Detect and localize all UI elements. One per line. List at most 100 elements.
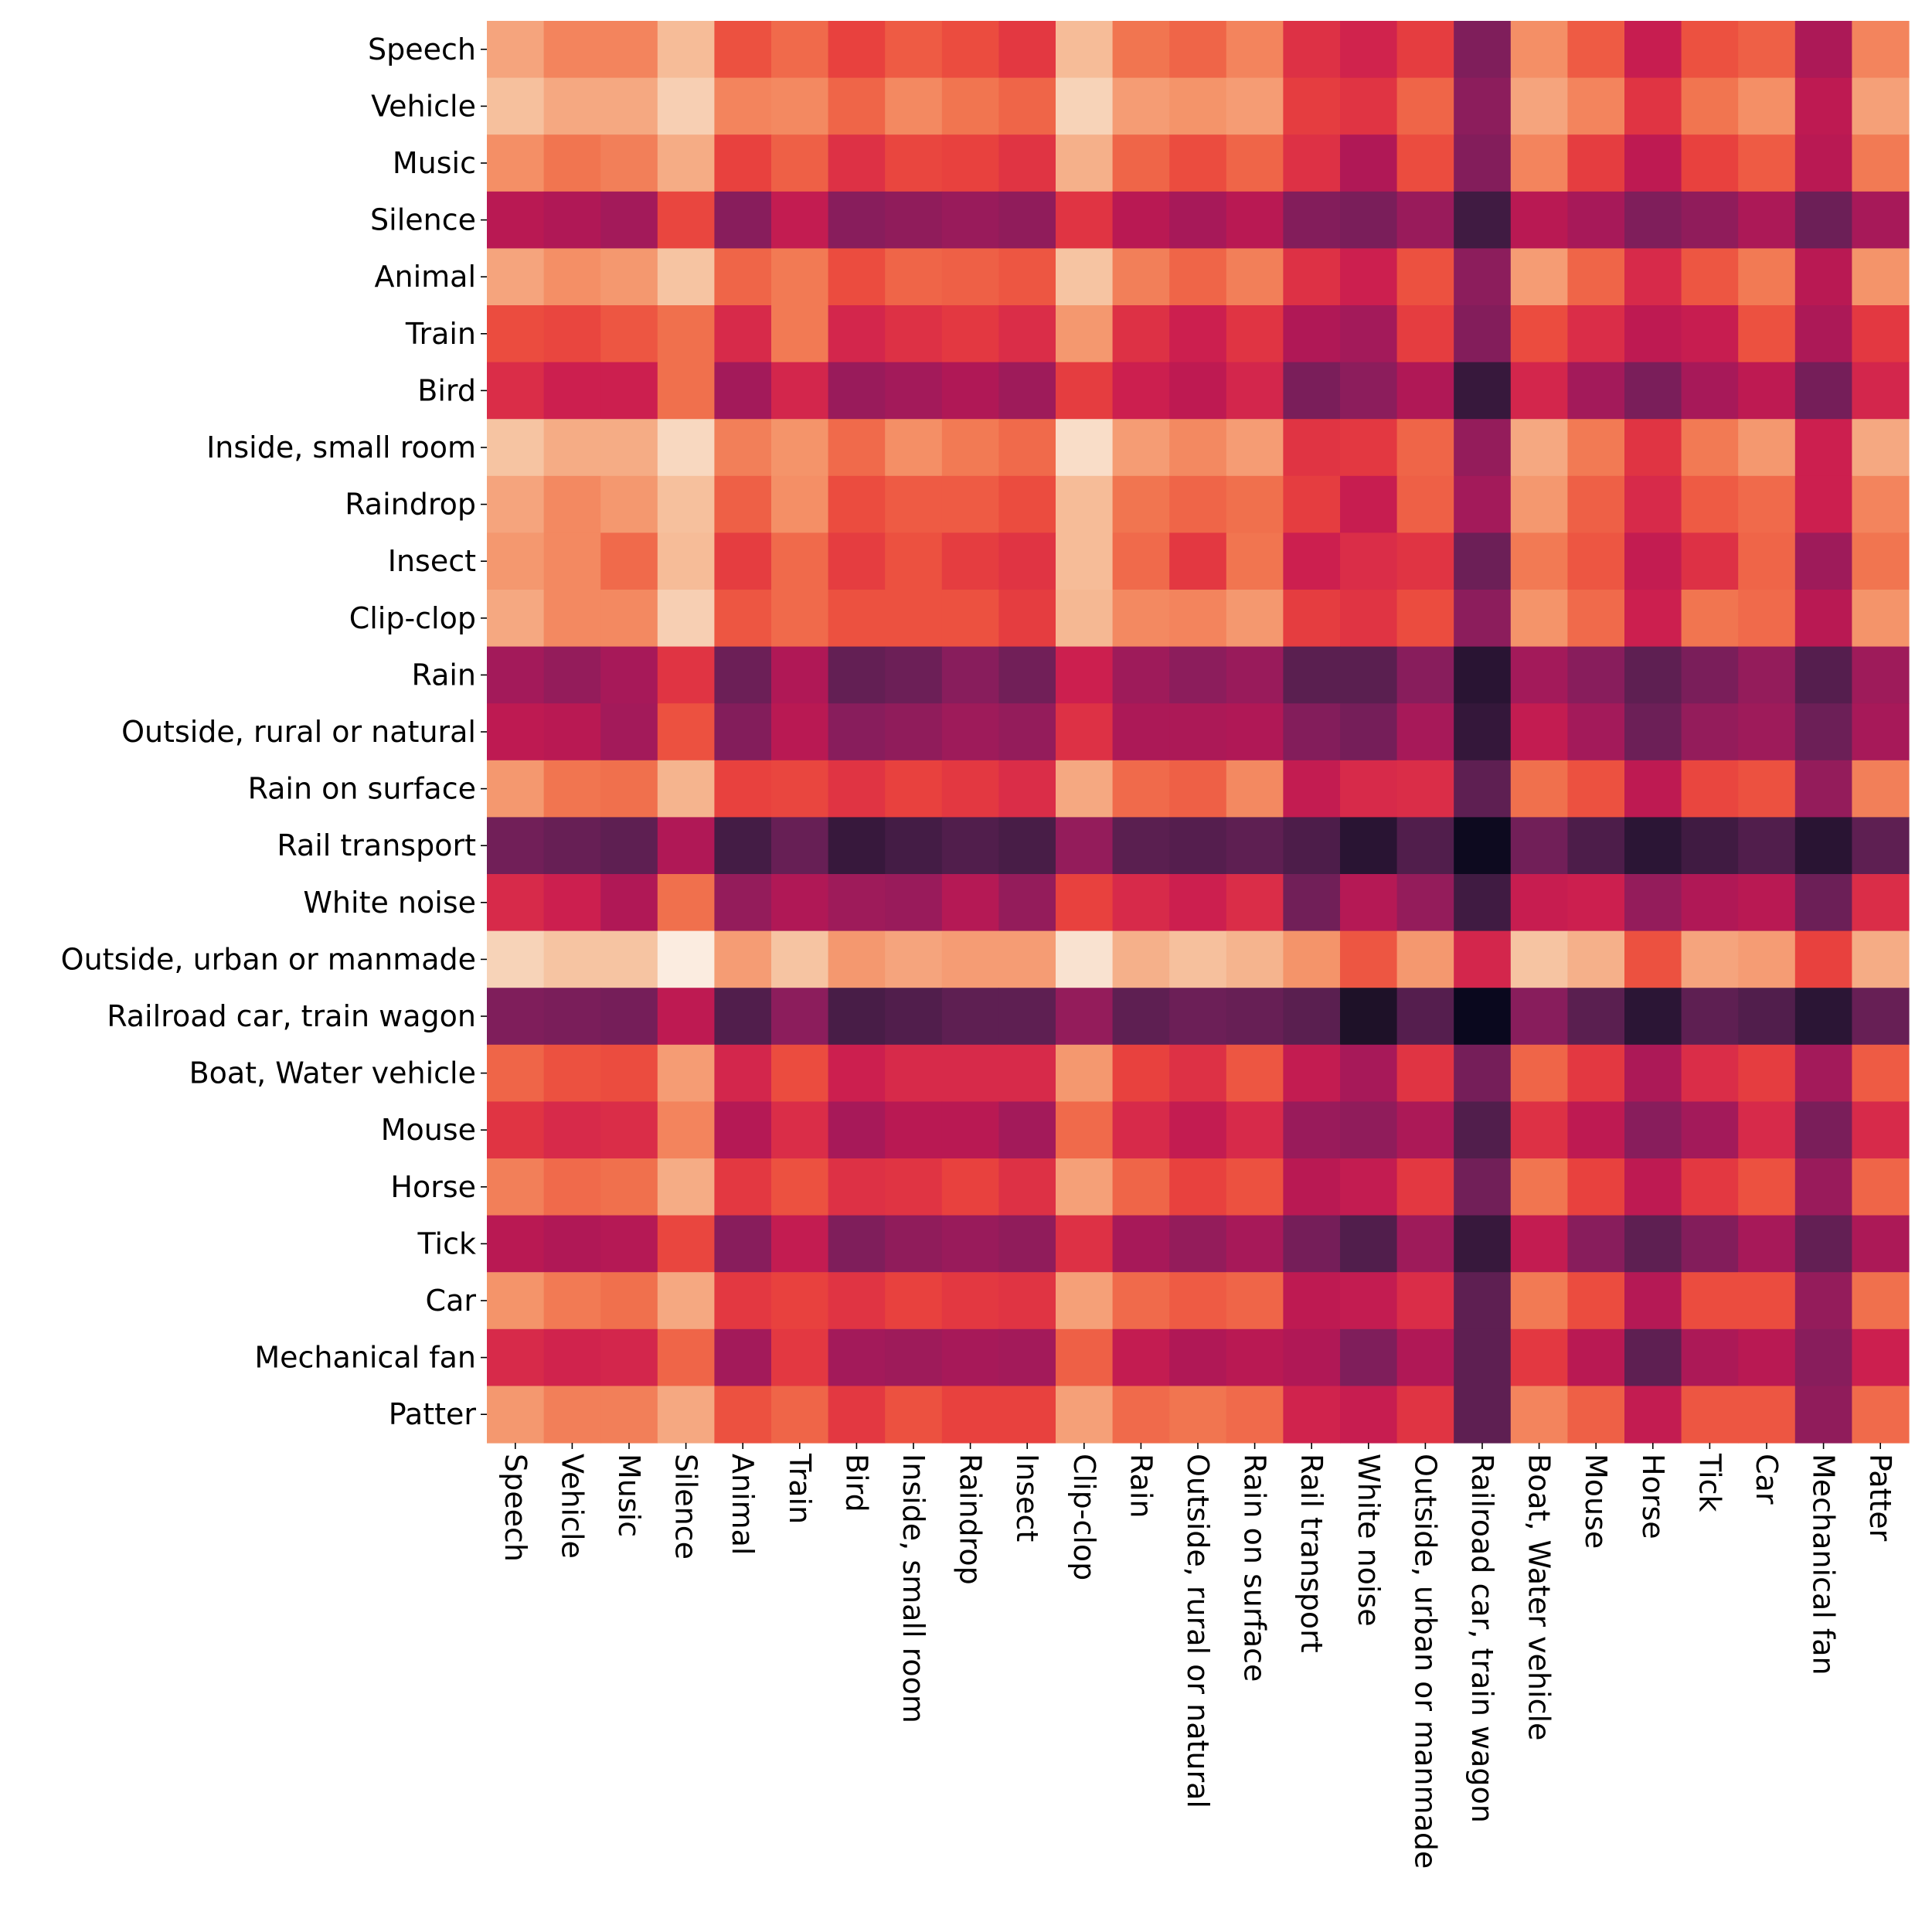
heatmap-cell [543, 1158, 601, 1216]
heatmap-cell [1852, 77, 1910, 135]
heatmap-cell [1396, 191, 1454, 249]
y-tick-label: Bird [417, 373, 476, 407]
x-axis: Speech Vehicle Music Silence Animal Train Bird… [498, 1443, 1897, 1869]
heatmap-cell [487, 362, 545, 420]
heatmap-cell [1567, 1044, 1625, 1102]
heatmap-cell [1169, 248, 1227, 306]
heatmap-cell [1738, 590, 1796, 648]
heatmap-cell [1794, 590, 1852, 648]
heatmap-cell [1624, 760, 1682, 818]
heatmap-cell [1169, 77, 1227, 135]
heatmap-cell [771, 646, 829, 704]
y-tick-label: Music [393, 146, 476, 180]
heatmap-cell [771, 532, 829, 590]
heatmap-cell [1169, 817, 1227, 875]
heatmap-cell [1340, 475, 1398, 533]
heatmap-cell [1056, 1215, 1114, 1273]
y-tick-label: Rain on surface [248, 772, 476, 806]
heatmap-cell [1567, 646, 1625, 704]
heatmap-cell [941, 191, 999, 249]
heatmap-cell [1567, 532, 1625, 590]
heatmap-cell [1226, 1328, 1284, 1386]
heatmap-cell [543, 590, 601, 648]
heatmap-cell [1283, 532, 1341, 590]
y-tick-label: Outside, rural or natural [121, 715, 476, 749]
heatmap-cell [885, 874, 943, 932]
x-tick-label: Tick [1692, 1453, 1726, 1512]
heatmap-cell [1396, 1101, 1454, 1159]
heatmap-cell [1454, 191, 1512, 249]
y-tick-label: Railroad car, train wagon [107, 999, 476, 1033]
heatmap-cell [885, 760, 943, 818]
heatmap-cell [1567, 305, 1625, 363]
heatmap-cell [657, 419, 715, 477]
x-tick-label: Mouse [1579, 1454, 1613, 1549]
y-tick-label: Mouse [381, 1113, 476, 1147]
heatmap-cell [1567, 419, 1625, 477]
heatmap-cell [1396, 362, 1454, 420]
heatmap-cell [714, 134, 772, 192]
heatmap-cell [1396, 21, 1454, 79]
heatmap-cell [885, 77, 943, 135]
heatmap-cell [1283, 1386, 1341, 1444]
heatmap-cell [543, 1272, 601, 1330]
heatmap-cell [1852, 646, 1910, 704]
heatmap-cell [1396, 532, 1454, 590]
heatmap-cell [1852, 930, 1910, 988]
heatmap-cell [1794, 77, 1852, 135]
heatmap-cell [1396, 874, 1454, 932]
heatmap-cell [543, 646, 601, 704]
heatmap-cell [998, 77, 1056, 135]
heatmap-cell [828, 1386, 886, 1444]
heatmap-cell [1567, 21, 1625, 79]
heatmap-cell [998, 988, 1056, 1046]
heatmap-cell [1454, 817, 1512, 875]
heatmap-cell [1852, 1328, 1910, 1386]
heatmap-cell [1738, 134, 1796, 192]
heatmap-cell [1283, 1044, 1341, 1102]
heatmap-cell [1283, 1328, 1341, 1386]
heatmap-cell [1226, 590, 1284, 648]
y-tick-label: White noise [303, 886, 476, 920]
heatmap-cell [487, 1044, 545, 1102]
heatmap-cell [1340, 1215, 1398, 1273]
heatmap-cell [1794, 1101, 1852, 1159]
heatmap-cell [714, 646, 772, 704]
heatmap-cell [1226, 1215, 1284, 1273]
heatmap-cell [1454, 590, 1512, 648]
heatmap-cell [1056, 134, 1114, 192]
y-tick-label: Outside, urban or manmade [61, 942, 476, 976]
heatmap-cell [1738, 817, 1796, 875]
heatmap-cell [1681, 1215, 1739, 1273]
heatmap-cell [1283, 817, 1341, 875]
heatmap-cell [487, 1386, 545, 1444]
heatmap-cell [714, 191, 772, 249]
heatmap-cell [1852, 703, 1910, 761]
heatmap-cell [487, 305, 545, 363]
heatmap-cell [1738, 1158, 1796, 1216]
x-tick-label: Rail transport [1294, 1454, 1328, 1653]
heatmap-cell [1056, 191, 1114, 249]
x-tick-label: Patter [1863, 1454, 1897, 1542]
heatmap-cell [657, 77, 715, 135]
heatmap-cell [1112, 1272, 1170, 1330]
y-tick-label: Rail transport [277, 828, 476, 862]
heatmap-cell [1738, 419, 1796, 477]
heatmap-cell [1283, 475, 1341, 533]
heatmap-cell [543, 817, 601, 875]
heatmap-cell [1454, 874, 1512, 932]
heatmap-cell [941, 419, 999, 477]
heatmap-cell [1283, 191, 1341, 249]
heatmap-cell [487, 703, 545, 761]
heatmap-cell [1396, 817, 1454, 875]
heatmap-cell [1112, 1215, 1170, 1273]
heatmap-cell [1226, 874, 1284, 932]
heatmap-cell [714, 1328, 772, 1386]
heatmap-cell [1681, 1386, 1739, 1444]
heatmap-cell [1340, 248, 1398, 306]
x-tick-label: Car [1750, 1454, 1784, 1505]
heatmap-cell [543, 1386, 601, 1444]
y-tick-label: Car [426, 1284, 477, 1318]
heatmap-cell [1169, 21, 1227, 79]
